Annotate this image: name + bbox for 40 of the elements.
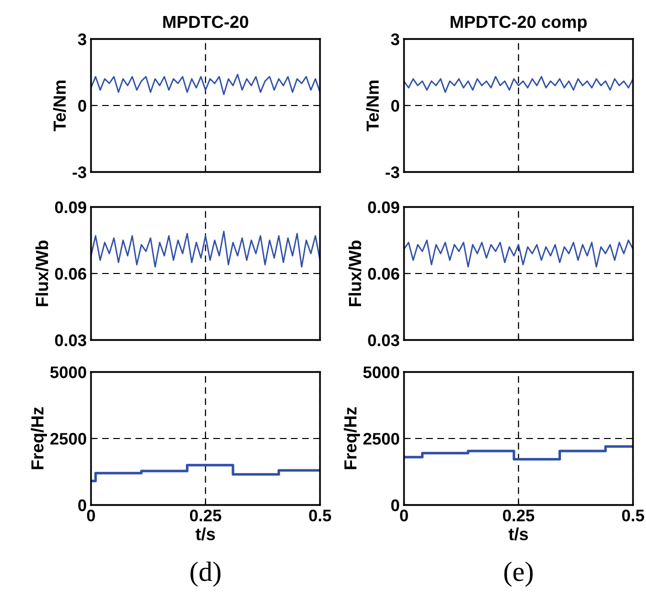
- y-tick-label: 5000: [50, 366, 86, 378]
- x-tick-label: 0.25: [502, 510, 534, 522]
- text: (e): [504, 562, 533, 587]
- y-axis-title: Flux/Wb: [35, 240, 48, 306]
- x-tick-label: 0.25: [190, 510, 222, 522]
- y-tick-label: 2500: [50, 432, 86, 445]
- line-series: [91, 74, 320, 96]
- x-tick-label: 0: [400, 510, 408, 522]
- y-tick-label: 0: [391, 100, 400, 112]
- y-tick-label: 3: [78, 33, 86, 46]
- y-tick-label: 0.03: [368, 334, 400, 346]
- y-tick-label: 0: [78, 100, 86, 112]
- line-series: [404, 240, 633, 268]
- y-tick-label: -3: [72, 166, 86, 178]
- y-tick-label: 0.09: [55, 201, 86, 214]
- y-tick-label: 0.09: [368, 201, 400, 214]
- y-tick-label: 0.03: [55, 334, 86, 346]
- y-tick-label: -3: [386, 166, 400, 178]
- chart-title: MPDTC-20 comp: [450, 16, 587, 32]
- y-axis-title: Flux/Wb: [348, 240, 362, 306]
- x-axis-title: t/s: [508, 527, 528, 540]
- x-tick-label: 0.5: [309, 510, 332, 522]
- y-axis-title: Te/Nm: [366, 80, 379, 132]
- y-tick-label: 0.06: [55, 268, 86, 280]
- text: (d): [190, 562, 220, 587]
- y-axis-title: Freq/Hz: [30, 407, 47, 470]
- x-tick-label: 0.5: [622, 510, 644, 522]
- y-tick-label: 2500: [363, 432, 400, 445]
- y-tick-label: 0: [78, 499, 86, 512]
- line-series: [404, 76, 633, 93]
- y-tick-label: 0.06: [368, 268, 400, 280]
- x-axis-title: t/s: [196, 527, 215, 540]
- y-axis-title: Freq/Hz: [344, 407, 360, 470]
- x-tick-label: 0: [87, 510, 95, 522]
- y-axis-title: Te/Nm: [53, 80, 66, 132]
- y-tick-label: 0: [391, 499, 400, 512]
- y-tick-label: 3: [390, 33, 400, 46]
- line-series: [91, 230, 320, 268]
- chart-title: MPDTC-20: [163, 16, 248, 28]
- y-tick-label: 5000: [363, 366, 400, 378]
